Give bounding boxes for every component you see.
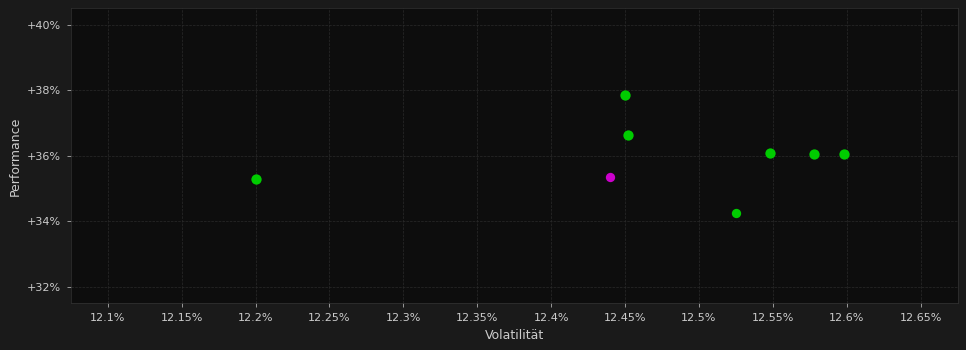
Point <box>248 176 264 182</box>
Point <box>807 152 822 157</box>
Point <box>620 132 636 137</box>
Y-axis label: Performance: Performance <box>9 116 21 196</box>
Point <box>762 150 778 155</box>
Point <box>728 210 744 216</box>
Point <box>603 174 618 180</box>
Point <box>837 152 852 157</box>
Point <box>617 92 633 98</box>
X-axis label: Volatilität: Volatilität <box>485 329 544 342</box>
